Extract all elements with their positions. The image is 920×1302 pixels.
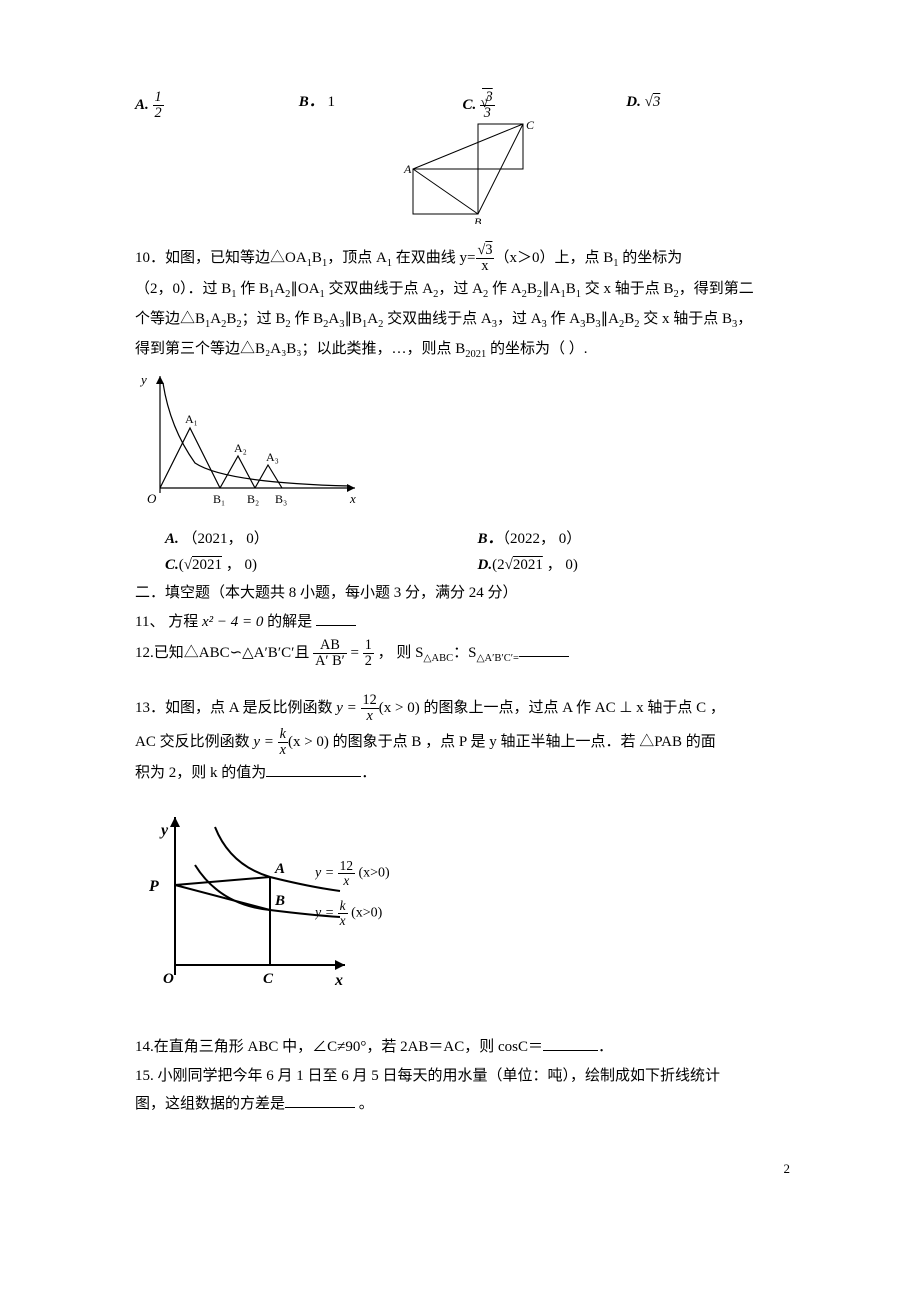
q10-O: O: [147, 491, 157, 506]
q13-P: P: [148, 878, 159, 895]
q9-a-val: 12: [153, 90, 164, 121]
q15-l2: 图，这组数据的方差是 。: [135, 1092, 790, 1118]
q9-d-val: √3: [645, 94, 661, 110]
q9-b-label: B．: [299, 94, 324, 110]
q13-O: O: [163, 971, 174, 987]
tri-B: B: [474, 215, 482, 224]
q10-t-c: ，顶点 A: [327, 250, 387, 266]
q9-c-label: C.: [463, 97, 477, 113]
q10-B2: B₂: [247, 492, 259, 506]
section2-title: 二．填空题（本大题共 8 小题，每小题 3 分，满分 24 分）: [135, 581, 790, 607]
tri-A: A: [403, 162, 412, 176]
q13-figure: y x O P A B C y = 12x (x>0) y = kx (x>0): [135, 805, 790, 1005]
q9-b-val: 1: [328, 94, 336, 110]
q11-blank: [316, 625, 356, 626]
q10-y: y: [139, 372, 147, 387]
q10-opt-b: B．（2022， 0）: [478, 527, 791, 553]
q10-B1: B₁: [213, 492, 225, 506]
q10-t-b: B: [312, 250, 322, 266]
q9-opt-c: C. 3 3 √: [463, 90, 627, 121]
q15-blank: [285, 1107, 355, 1108]
q10-t-e: （x＞0）上，点 B: [494, 250, 613, 266]
q10-options: A. （2021， 0） B．（2022， 0）: [135, 527, 790, 553]
q10-opt-a: A. （2021， 0）: [165, 527, 478, 553]
q14: 14.在直角三角形 ABC 中，∠C≠90°，若 2AB＝AC，则 cosC＝．: [135, 1035, 790, 1061]
q10-B3: B₃: [275, 492, 287, 506]
q10-opt-d: D.(2√2021 ， 0): [478, 553, 791, 579]
q9-figure: A B C: [135, 119, 790, 234]
q9-a-label: A.: [135, 97, 149, 113]
q12-blank: [519, 656, 569, 657]
q10-x: x: [349, 491, 356, 506]
q14-blank: [543, 1050, 598, 1051]
q13-l1: 13．如图，点 A 是反比例函数 y = 12x(x > 0) 的图象上一点，过…: [135, 693, 790, 724]
q9-opt-d: D. √3: [626, 90, 790, 121]
q13-l2: AC 交反比例函数 y = kx(x > 0) 的图象于点 B ，点 P 是 y…: [135, 727, 790, 758]
q13-l3: 积为 2，则 k 的值为．: [135, 761, 790, 787]
q10-options2: C.(√2021 ， 0) D.(2√2021 ， 0): [135, 553, 790, 579]
q13-y: y: [159, 822, 169, 839]
q9-options: A. 12 B． 1 C. 3 3 √ D. √3: [135, 90, 790, 121]
q10-opt-c: C.(√2021 ， 0): [165, 553, 478, 579]
q13-A: A: [274, 861, 285, 877]
q11: 11、 方程 x² − 4 = 0 的解是: [135, 610, 790, 636]
q13-C: C: [263, 971, 274, 987]
q10-A1: A₁: [185, 412, 198, 426]
page-number: 2: [135, 1158, 790, 1180]
q10-line3: 个等边△B1A2B2；过 B2 作 B2A3∥B1A2 交双曲线于点 A3，过 …: [135, 307, 790, 334]
q15-l1: 15. 小刚同学把今年 6 月 1 日至 6 月 5 日每天的用水量（单位：吨）…: [135, 1064, 790, 1090]
q10-line2: （2，0）．过 B1 作 B1A2∥OA1 交双曲线于点 A2，过 A2 作 A…: [135, 277, 790, 304]
q10-svg: y x O A₁ A₂ A₃ B₁ B₂ B₃: [135, 368, 365, 508]
q9-svg: A B C: [388, 119, 538, 224]
q10-A3: A₃: [266, 450, 279, 464]
q12: 12.已知△ABC∽△A′B′C′且 ABA′ B′ = 12 ， 则 S△AB…: [135, 638, 790, 669]
q13-B: B: [274, 893, 285, 909]
q10-t-f: 的坐标为: [618, 250, 682, 266]
q13-svg: y x O P A B C y = 12x (x>0) y = kx (x>0): [135, 805, 435, 995]
q9-opt-b: B． 1: [299, 90, 463, 121]
q9-opt-a: A. 12: [135, 90, 299, 121]
q10-line1: 10．如图，已知等边△OA1B1，顶点 A1 在双曲线 y=√3x（x＞0）上，…: [135, 243, 790, 274]
q10-t-d: 在双曲线 y=: [392, 250, 475, 266]
q10-frac: √3x: [476, 243, 495, 274]
q10-line4: 得到第三个等边△B₂A₃B₃；以此类推，…，则点 B2021 的坐标为（ ）.: [135, 337, 790, 364]
q10-t-a: 10．如图，已知等边△OA: [135, 250, 307, 266]
q13-blank: [266, 776, 361, 777]
q9-d-label: D.: [626, 94, 641, 110]
q10-A2: A₂: [234, 441, 247, 455]
q13-x: x: [334, 972, 343, 989]
q10-figure: y x O A₁ A₂ A₃ B₁ B₂ B₃: [135, 368, 790, 518]
